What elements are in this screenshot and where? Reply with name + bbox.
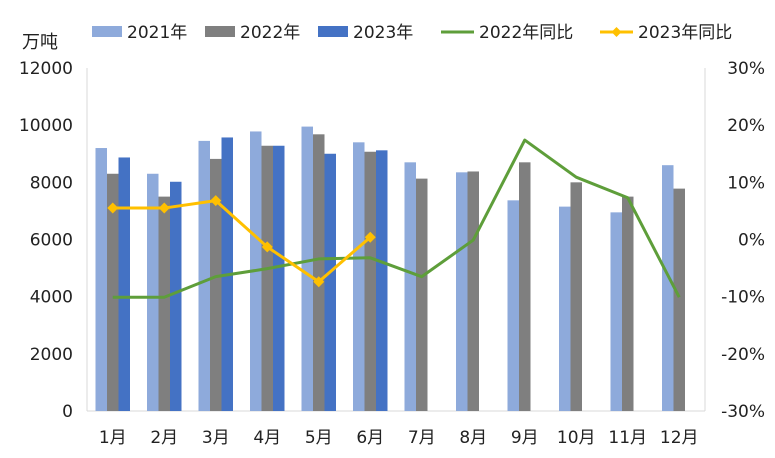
bar	[364, 151, 376, 412]
bar	[118, 157, 130, 411]
point-marker	[158, 202, 170, 214]
series-line	[112, 199, 372, 284]
legend-label: 2023年	[353, 23, 413, 43]
bar	[416, 178, 428, 411]
x-tick-label: 5月	[305, 428, 333, 448]
x-tick-label: 4月	[253, 428, 281, 448]
bar	[261, 145, 273, 411]
legend-swatch	[92, 26, 122, 37]
bar	[519, 162, 531, 411]
y-right-tick-label: -10%	[721, 288, 765, 308]
series-line	[112, 138, 681, 299]
legend-swatch	[318, 26, 348, 37]
x-tick-label: 8月	[459, 428, 487, 448]
bar	[170, 181, 182, 411]
bar	[404, 162, 416, 411]
y-left-tick-label: 12000	[19, 59, 73, 79]
y-left-tick-label: 10000	[19, 116, 73, 136]
bar	[456, 172, 468, 411]
point-marker	[107, 202, 119, 214]
bar	[376, 150, 388, 411]
y-right-tick-label: 20%	[727, 116, 765, 136]
axes: 0 2000 4000 6000 8000 10000 12000 -30% -20% -10% 0…	[19, 59, 765, 448]
x-tick-label: 2月	[150, 428, 178, 448]
y-left-tick-label: 0	[62, 402, 73, 422]
bar	[198, 140, 210, 411]
bar	[662, 165, 674, 411]
bar	[158, 196, 170, 411]
bar	[610, 212, 622, 411]
bar	[622, 196, 634, 411]
bar	[107, 173, 119, 411]
point-marker	[261, 241, 273, 253]
bar	[273, 145, 285, 411]
y-left-tick-label: 6000	[30, 231, 73, 251]
legend-label: 2022年同比	[479, 23, 573, 43]
bar-series-group	[95, 126, 685, 412]
legend: 2021年 2022年 2023年 2022年同比 2023年同比	[92, 23, 732, 43]
bar	[210, 158, 222, 411]
bar	[559, 206, 571, 411]
x-tick-label: 11月	[608, 428, 647, 448]
bar	[313, 134, 325, 411]
y-right-tick-label: 10%	[727, 173, 765, 193]
y-left-tick-label: 2000	[30, 345, 73, 365]
bar	[507, 200, 519, 411]
legend-label: 2023年同比	[638, 23, 732, 43]
legend-marker	[611, 27, 622, 37]
bar	[301, 126, 313, 412]
x-tick-label: 10月	[557, 428, 596, 448]
legend-label: 2022年	[240, 23, 300, 43]
bar	[467, 171, 479, 411]
x-tick-label: 6月	[356, 428, 384, 448]
y-right-tick-label: -20%	[721, 345, 765, 365]
marker-group	[107, 195, 376, 288]
y-left-tick-label: 8000	[30, 173, 73, 193]
legend-label: 2021年	[127, 23, 187, 43]
y-axis-unit: 万吨	[22, 32, 58, 53]
x-tick-label: 12月	[660, 428, 699, 448]
bar	[324, 153, 336, 411]
bar	[673, 188, 685, 411]
bar	[353, 142, 365, 412]
x-tick-label: 3月	[202, 428, 230, 448]
legend-swatch	[205, 26, 235, 37]
x-tick-label: 7月	[408, 428, 436, 448]
line-series-group	[112, 138, 681, 299]
y-right-tick-label: 30%	[727, 59, 765, 79]
x-tick-label: 1月	[99, 428, 127, 448]
bar	[95, 148, 107, 412]
point-marker	[313, 276, 325, 288]
bar	[147, 173, 159, 411]
y-left-tick-label: 4000	[30, 288, 73, 308]
point-marker	[210, 195, 222, 207]
point-marker	[364, 231, 376, 243]
bar	[570, 182, 582, 411]
y-right-tick-label: -30%	[721, 402, 765, 422]
x-tick-label: 9月	[511, 428, 539, 448]
y-right-tick-label: 0%	[738, 231, 765, 251]
